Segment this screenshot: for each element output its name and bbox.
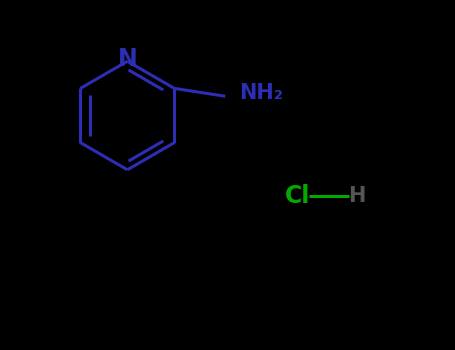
Text: Cl: Cl bbox=[285, 184, 311, 208]
Text: H: H bbox=[349, 186, 366, 206]
Text: N: N bbox=[117, 48, 137, 71]
Text: NH₂: NH₂ bbox=[239, 83, 283, 103]
